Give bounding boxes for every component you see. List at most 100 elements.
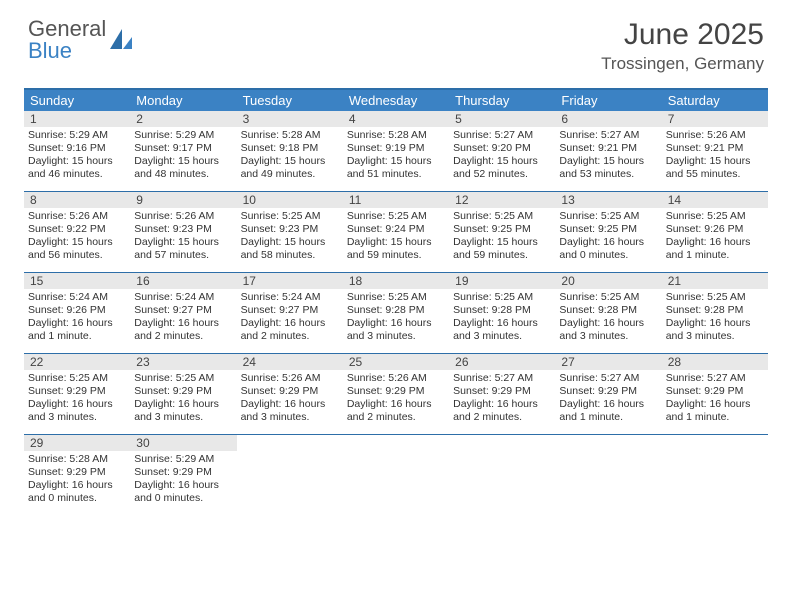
title-month: June 2025: [601, 18, 764, 52]
day-cell: [662, 435, 768, 515]
day-day1: Daylight: 15 hours: [241, 236, 339, 249]
day-day2: and 0 minutes.: [28, 492, 126, 505]
day-details: Sunrise: 5:25 AMSunset: 9:29 PMDaylight:…: [134, 372, 232, 425]
day-number: 19: [449, 273, 555, 289]
day-number: 17: [237, 273, 343, 289]
day-cell: 5Sunrise: 5:27 AMSunset: 9:20 PMDaylight…: [449, 111, 555, 191]
day-sunrise: Sunrise: 5:27 AM: [453, 129, 551, 142]
day-day2: and 3 minutes.: [134, 411, 232, 424]
day-sunrise: Sunrise: 5:28 AM: [347, 129, 445, 142]
day-cell: 1Sunrise: 5:29 AMSunset: 9:16 PMDaylight…: [24, 111, 130, 191]
title-location: Trossingen, Germany: [601, 54, 764, 74]
day-cell: 4Sunrise: 5:28 AMSunset: 9:19 PMDaylight…: [343, 111, 449, 191]
day-details: Sunrise: 5:25 AMSunset: 9:23 PMDaylight:…: [241, 210, 339, 263]
day-sunrise: Sunrise: 5:24 AM: [134, 291, 232, 304]
day-details: Sunrise: 5:26 AMSunset: 9:29 PMDaylight:…: [241, 372, 339, 425]
day-sunrise: Sunrise: 5:25 AM: [666, 291, 764, 304]
day-sunset: Sunset: 9:29 PM: [453, 385, 551, 398]
day-day2: and 48 minutes.: [134, 168, 232, 181]
day-number: 20: [555, 273, 661, 289]
day-details: Sunrise: 5:29 AMSunset: 9:16 PMDaylight:…: [28, 129, 126, 182]
day-day2: and 57 minutes.: [134, 249, 232, 262]
day-sunset: Sunset: 9:28 PM: [453, 304, 551, 317]
day-details: Sunrise: 5:26 AMSunset: 9:22 PMDaylight:…: [28, 210, 126, 263]
day-day2: and 2 minutes.: [453, 411, 551, 424]
day-details: Sunrise: 5:25 AMSunset: 9:28 PMDaylight:…: [347, 291, 445, 344]
day-sunrise: Sunrise: 5:25 AM: [28, 372, 126, 385]
day-sunrise: Sunrise: 5:25 AM: [134, 372, 232, 385]
day-details: Sunrise: 5:28 AMSunset: 9:19 PMDaylight:…: [347, 129, 445, 182]
day-sunrise: Sunrise: 5:27 AM: [559, 372, 657, 385]
day-sunrise: Sunrise: 5:25 AM: [666, 210, 764, 223]
day-day1: Daylight: 16 hours: [347, 398, 445, 411]
logo-word2: Blue: [28, 40, 106, 62]
day-number: 5: [449, 111, 555, 127]
day-cell: 10 Sunrise: 5:25 AMSunset: 9:23 PMDayligh…: [237, 192, 343, 272]
logo: General Blue: [28, 18, 134, 62]
day-number: 28: [662, 354, 768, 370]
day-details: Sunrise: 5:24 AMSunset: 9:27 PMDaylight:…: [134, 291, 232, 344]
day-sunset: Sunset: 9:29 PM: [559, 385, 657, 398]
day-day1: Daylight: 15 hours: [347, 236, 445, 249]
day-sunset: Sunset: 9:16 PM: [28, 142, 126, 155]
calendar-week: 22Sunrise: 5:25 AMSunset: 9:29 PMDayligh…: [24, 354, 768, 435]
calendar-week: 1Sunrise: 5:29 AMSunset: 9:16 PMDaylight…: [24, 111, 768, 192]
day-day1: Daylight: 16 hours: [559, 317, 657, 330]
day-details: Sunrise: 5:27 AMSunset: 9:29 PMDaylight:…: [666, 372, 764, 425]
day-cell: 7Sunrise: 5:26 AMSunset: 9:21 PMDaylight…: [662, 111, 768, 191]
day-day2: and 2 minutes.: [134, 330, 232, 343]
day-number: 9: [130, 192, 236, 208]
day-sunset: Sunset: 9:29 PM: [241, 385, 339, 398]
day-sunset: Sunset: 9:29 PM: [666, 385, 764, 398]
day-cell: 25Sunrise: 5:26 AMSunset: 9:29 PMDayligh…: [343, 354, 449, 434]
day-day2: and 1 minute.: [28, 330, 126, 343]
day-day2: and 3 minutes.: [666, 330, 764, 343]
day-day2: and 49 minutes.: [241, 168, 339, 181]
day-cell: 17Sunrise: 5:24 AMSunset: 9:27 PMDayligh…: [237, 273, 343, 353]
day-number: 13: [555, 192, 661, 208]
day-sunrise: Sunrise: 5:27 AM: [453, 372, 551, 385]
day-cell: [449, 435, 555, 515]
day-day1: Daylight: 16 hours: [666, 317, 764, 330]
day-sunrise: Sunrise: 5:25 AM: [559, 210, 657, 223]
day-sunrise: Sunrise: 5:24 AM: [28, 291, 126, 304]
day-cell: 11Sunrise: 5:25 AMSunset: 9:24 PMDayligh…: [343, 192, 449, 272]
day-details: Sunrise: 5:24 AMSunset: 9:26 PMDaylight:…: [28, 291, 126, 344]
day-cell: 14Sunrise: 5:25 AMSunset: 9:26 PMDayligh…: [662, 192, 768, 272]
weekday-tue: Tuesday: [237, 90, 343, 111]
day-sunrise: Sunrise: 5:27 AM: [666, 372, 764, 385]
day-details: Sunrise: 5:25 AMSunset: 9:28 PMDaylight:…: [453, 291, 551, 344]
calendar-week: 15Sunrise: 5:24 AMSunset: 9:26 PMDayligh…: [24, 273, 768, 354]
day-day1: Daylight: 16 hours: [347, 317, 445, 330]
day-sunset: Sunset: 9:21 PM: [559, 142, 657, 155]
weekday-thu: Thursday: [449, 90, 555, 111]
day-cell: 6Sunrise: 5:27 AMSunset: 9:21 PMDaylight…: [555, 111, 661, 191]
day-sunrise: Sunrise: 5:29 AM: [134, 129, 232, 142]
day-day1: Daylight: 16 hours: [241, 317, 339, 330]
day-day1: Daylight: 15 hours: [453, 236, 551, 249]
day-number: 2: [130, 111, 236, 127]
day-cell: 9Sunrise: 5:26 AMSunset: 9:23 PMDaylight…: [130, 192, 236, 272]
day-sunset: Sunset: 9:25 PM: [453, 223, 551, 236]
day-cell: 23Sunrise: 5:25 AMSunset: 9:29 PMDayligh…: [130, 354, 236, 434]
logo-word1: General: [28, 18, 106, 40]
day-cell: 24Sunrise: 5:26 AMSunset: 9:29 PMDayligh…: [237, 354, 343, 434]
day-cell: 22Sunrise: 5:25 AMSunset: 9:29 PMDayligh…: [24, 354, 130, 434]
day-sunrise: Sunrise: 5:24 AM: [241, 291, 339, 304]
day-sunset: Sunset: 9:20 PM: [453, 142, 551, 155]
day-number: 10: [237, 192, 343, 208]
day-cell: 28 Sunrise: 5:27 AMSunset: 9:29 PMDayligh…: [662, 354, 768, 434]
day-day1: Daylight: 16 hours: [453, 317, 551, 330]
day-number: 3: [237, 111, 343, 127]
day-day1: Daylight: 16 hours: [241, 398, 339, 411]
day-details: Sunrise: 5:27 AMSunset: 9:21 PMDaylight:…: [559, 129, 657, 182]
day-details: Sunrise: 5:27 AMSunset: 9:29 PMDaylight:…: [453, 372, 551, 425]
day-number: 29: [24, 435, 130, 451]
day-day2: and 52 minutes.: [453, 168, 551, 181]
day-cell: [555, 435, 661, 515]
day-details: Sunrise: 5:25 AMSunset: 9:25 PMDaylight:…: [559, 210, 657, 263]
calendar-week: 29Sunrise: 5:28 AMSunset: 9:29 PMDayligh…: [24, 435, 768, 515]
day-sunset: Sunset: 9:24 PM: [347, 223, 445, 236]
day-sunrise: Sunrise: 5:28 AM: [241, 129, 339, 142]
day-sunrise: Sunrise: 5:25 AM: [347, 210, 445, 223]
